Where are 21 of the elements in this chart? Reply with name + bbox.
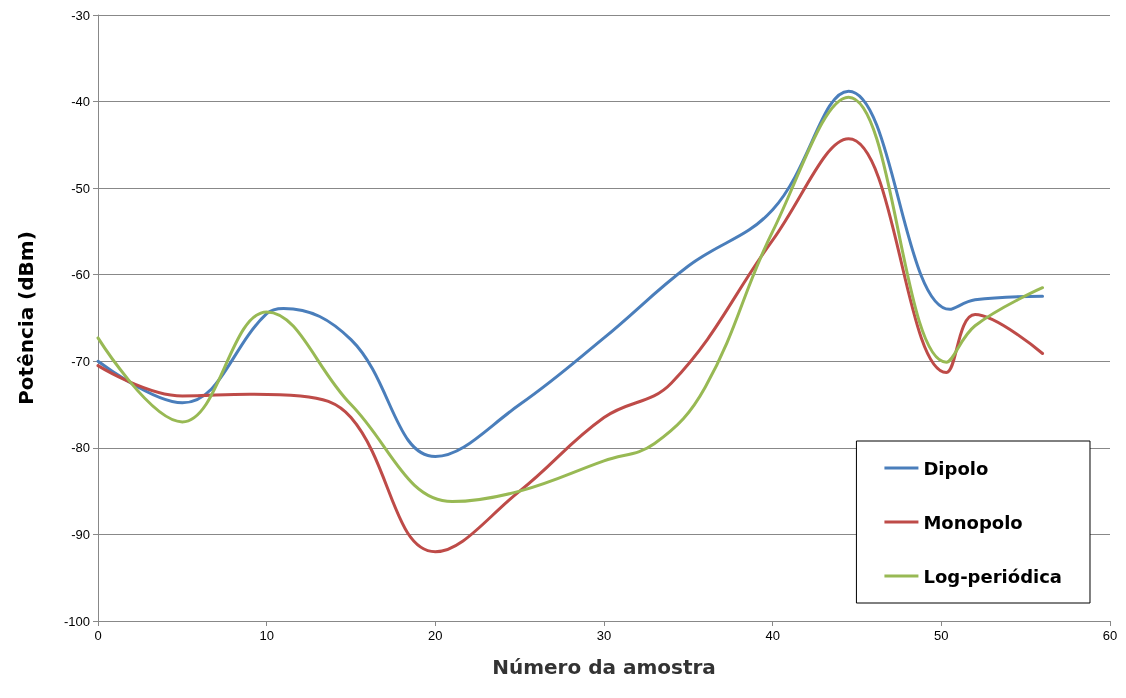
- legend-label: Log-periódica: [923, 565, 1063, 587]
- line-series: [96, 137, 1045, 554]
- y-tick-label: -60: [71, 267, 90, 283]
- y-tick-label: -30: [71, 7, 90, 23]
- y-tick-label: -90: [71, 526, 90, 542]
- legend-label: Monopolo: [923, 511, 1023, 533]
- y-tick-label: -100: [63, 613, 90, 629]
- x-tick-label: 30: [596, 628, 612, 643]
- y-axis-title: Potência (dBm): [14, 231, 38, 405]
- x-tick-label: 40: [765, 628, 780, 643]
- x-tick-label: 10: [259, 628, 274, 643]
- y-tick-label: -50: [71, 180, 90, 196]
- x-tick-label: 0: [94, 628, 102, 643]
- legend-label: Dipolo: [923, 457, 989, 479]
- x-tick-label: 20: [428, 628, 443, 643]
- y-tick-label: -40: [71, 94, 90, 110]
- y-tick-label: -80: [71, 440, 90, 456]
- x-tick-label: 60: [1102, 628, 1118, 643]
- x-tick-label: 50: [934, 628, 949, 643]
- y-tick-label: -70: [71, 353, 90, 369]
- x-axis-title: Número da amostra: [492, 655, 716, 679]
